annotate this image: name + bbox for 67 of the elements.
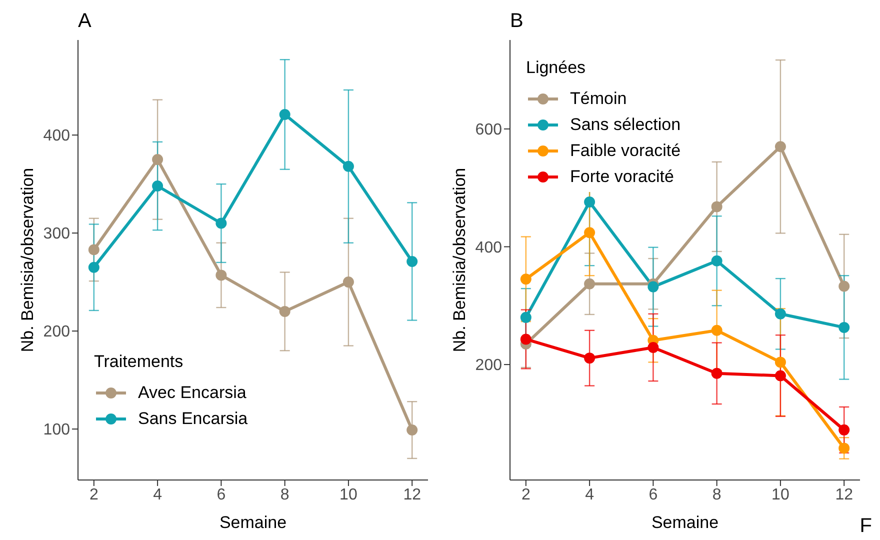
- y-tick-label: 600: [475, 122, 502, 139]
- x-tick-label: 8: [712, 486, 722, 504]
- point: [838, 424, 850, 436]
- legend-label: Faible voracité: [570, 141, 681, 161]
- point: [152, 180, 164, 192]
- legend-label: Témoin: [570, 89, 627, 109]
- point: [648, 281, 659, 292]
- legend-label: Sans sélection: [570, 115, 681, 135]
- x-axis-title: Semaine: [651, 513, 719, 532]
- x-tick-label: 10: [772, 486, 790, 504]
- point: [711, 201, 722, 212]
- point: [774, 308, 786, 320]
- point: [216, 218, 227, 229]
- point: [774, 370, 786, 382]
- legend-title: Lignées: [526, 58, 587, 78]
- text: F: [860, 515, 872, 538]
- y-tick-label: 200: [475, 357, 502, 374]
- y-axis-title: Nb. Bemisia/observation: [18, 168, 38, 352]
- y-tick-label: 300: [43, 226, 70, 243]
- chart-title: B: [510, 10, 524, 33]
- point: [88, 244, 100, 256]
- x-axis-title: Semaine: [219, 513, 287, 532]
- y-axis-title: Nb. Bemisia/observation: [450, 168, 470, 352]
- point: [774, 141, 786, 152]
- point: [152, 154, 164, 166]
- x-tick-label: 12: [835, 486, 854, 504]
- x-tick-label: 6: [648, 486, 658, 504]
- x-tick-label: 4: [585, 486, 594, 504]
- point: [711, 324, 722, 336]
- y-tick-label: 400: [43, 128, 70, 145]
- point: [520, 312, 532, 323]
- point: [711, 255, 722, 266]
- x-tick-label: 8: [280, 486, 290, 504]
- x-tick-label: 2: [521, 486, 530, 504]
- point: [584, 227, 596, 238]
- legend-label: Sans Encarsia: [138, 409, 248, 429]
- point: [88, 262, 100, 273]
- point: [774, 356, 786, 368]
- legend-label: Forte voracité: [570, 167, 674, 187]
- point: [520, 334, 532, 345]
- legend-title: Traitements: [94, 352, 184, 372]
- point: [838, 322, 850, 333]
- point: [279, 306, 290, 317]
- point: [838, 442, 850, 454]
- point: [711, 368, 722, 379]
- x-tick-label: 6: [216, 486, 226, 504]
- point: [584, 278, 596, 290]
- point: [648, 342, 659, 353]
- x-tick-label: 12: [403, 486, 422, 504]
- point: [406, 424, 418, 436]
- point: [342, 276, 354, 288]
- point: [584, 196, 596, 208]
- point: [216, 270, 227, 281]
- x-tick-label: 2: [89, 486, 98, 504]
- point: [838, 280, 850, 292]
- y-tick-label: 200: [43, 324, 70, 341]
- point: [279, 108, 290, 120]
- x-tick-label: 10: [340, 486, 358, 504]
- y-tick-label: 400: [475, 239, 502, 256]
- y-tick-label: 100: [43, 422, 70, 439]
- point: [520, 274, 532, 285]
- x-tick-label: 4: [153, 486, 162, 504]
- point: [342, 160, 354, 172]
- legend-label: Avec Encarsia: [138, 383, 246, 403]
- chart-title: A: [78, 10, 92, 33]
- point: [584, 352, 596, 364]
- point: [406, 256, 418, 267]
